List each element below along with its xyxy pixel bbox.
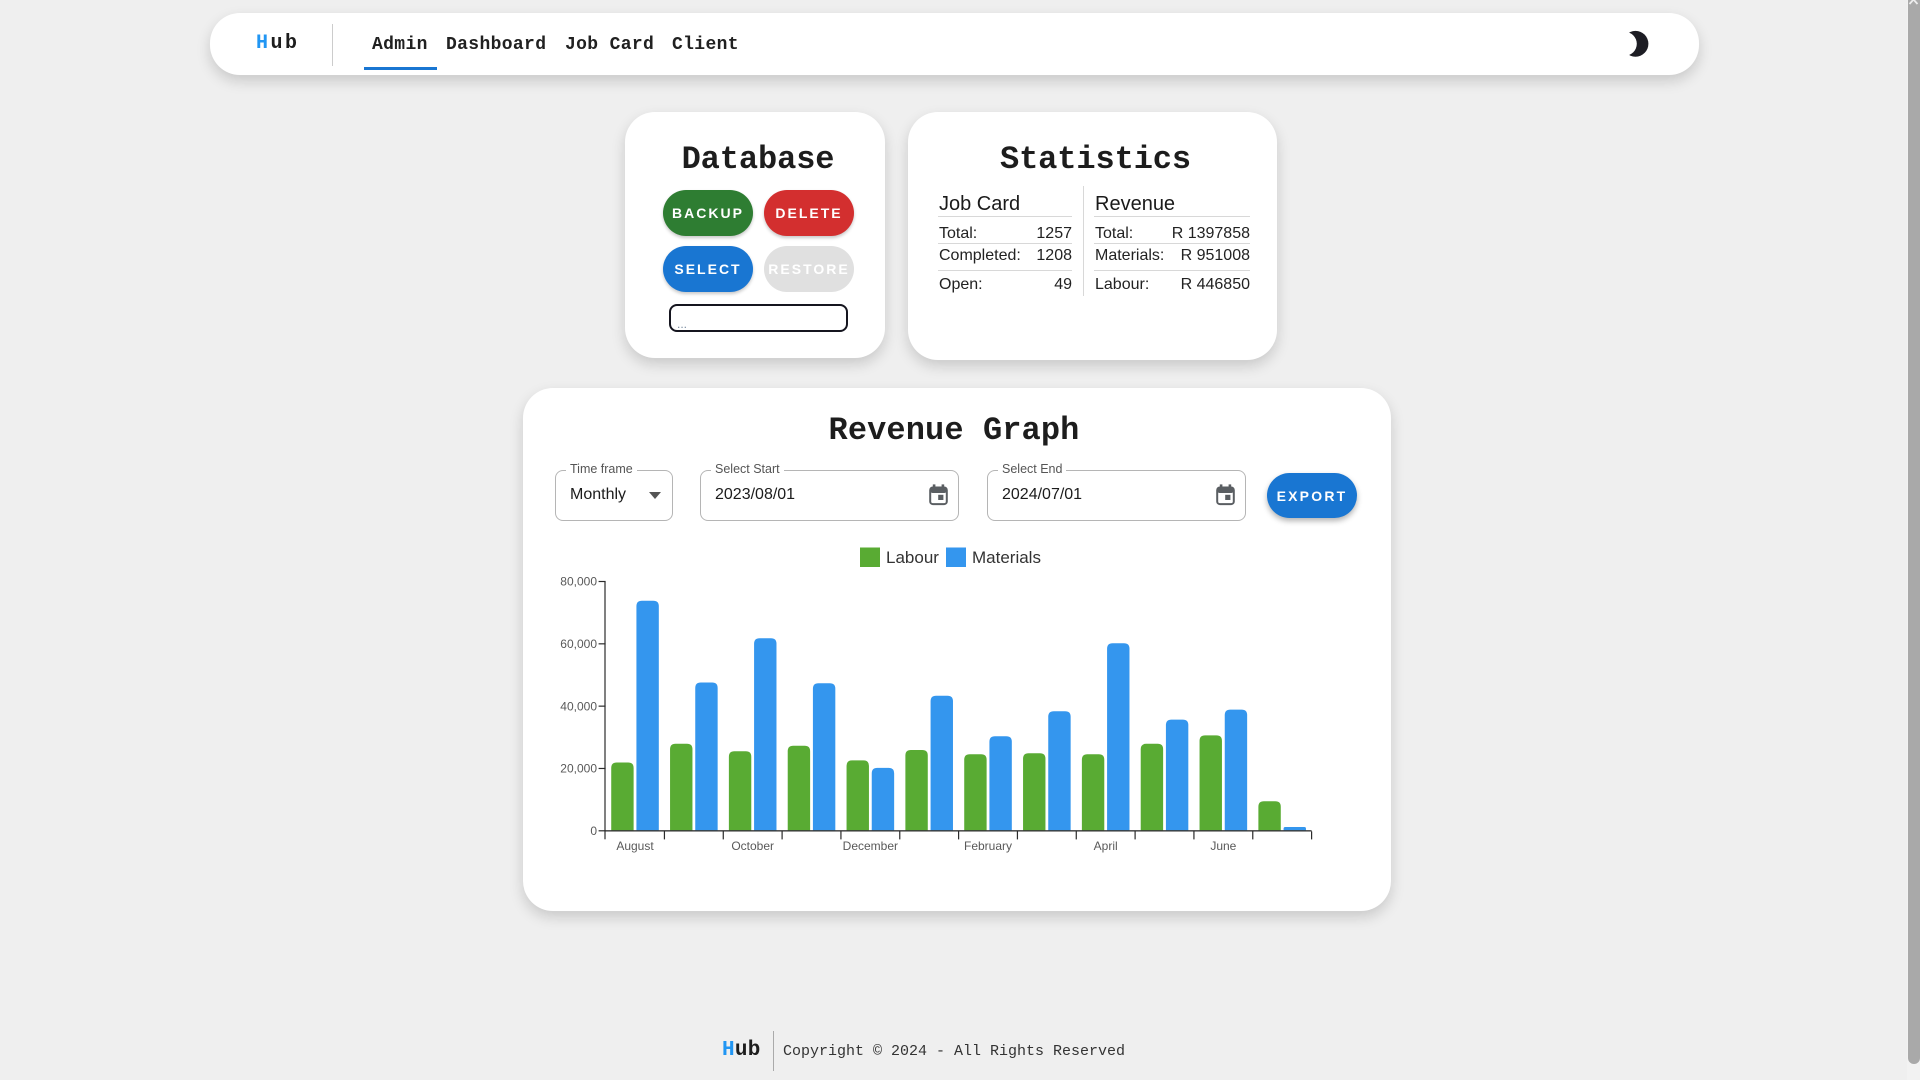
svg-text:Materials: Materials bbox=[972, 548, 1041, 567]
svg-text:20,000: 20,000 bbox=[560, 762, 597, 776]
svg-text:40,000: 40,000 bbox=[560, 699, 597, 713]
svg-text:December: December bbox=[843, 839, 898, 853]
svg-text:October: October bbox=[731, 839, 774, 853]
svg-text:April: April bbox=[1094, 839, 1118, 853]
svg-text:0: 0 bbox=[590, 824, 597, 838]
svg-text:February: February bbox=[964, 839, 1012, 853]
svg-text:Labour: Labour bbox=[886, 548, 939, 567]
svg-text:60,000: 60,000 bbox=[560, 637, 597, 651]
svg-text:June: June bbox=[1210, 839, 1236, 853]
svg-text:80,000: 80,000 bbox=[560, 575, 597, 589]
svg-text:August: August bbox=[616, 839, 654, 853]
